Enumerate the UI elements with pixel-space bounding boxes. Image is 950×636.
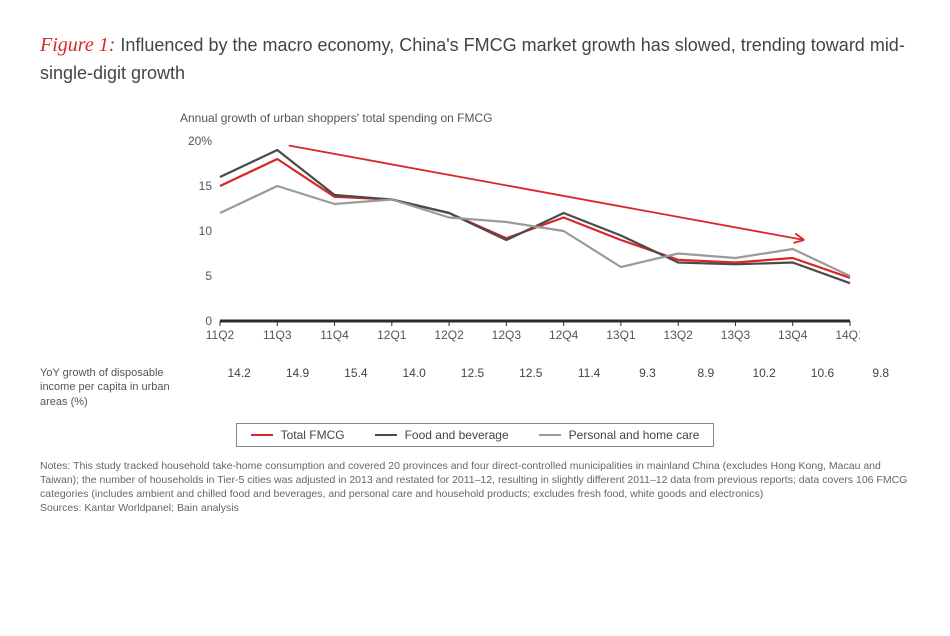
legend-item: Food and beverage (375, 428, 509, 442)
figure-title: Figure 1: Influenced by the macro econom… (40, 30, 910, 87)
x-tick-label: 13Q3 (721, 328, 751, 342)
yoy-value: 12.5 (443, 366, 501, 380)
legend-label: Total FMCG (281, 428, 345, 442)
x-tick-label: 11Q2 (206, 328, 235, 342)
x-tick-label: 12Q4 (549, 328, 579, 342)
series-line (220, 150, 850, 283)
legend: Total FMCG Food and beverage Personal and … (236, 423, 715, 447)
chart-area: Annual growth of urban shoppers' total s… (180, 111, 860, 356)
yoy-values: 14.214.915.414.012.512.511.49.38.910.210… (210, 366, 910, 380)
yoy-value: 12.5 (502, 366, 560, 380)
x-tick-label: 11Q3 (263, 328, 292, 342)
x-tick-label: 12Q2 (434, 328, 464, 342)
x-tick-label: 13Q2 (664, 328, 694, 342)
legend-label: Personal and home care (569, 428, 700, 442)
y-tick-label: 20% (188, 134, 212, 148)
y-tick-label: 10 (199, 224, 213, 238)
legend-label: Food and beverage (405, 428, 509, 442)
yoy-row: YoY growth of disposable income per capi… (40, 366, 910, 409)
yoy-label: YoY growth of disposable income per capi… (40, 366, 210, 409)
notes-line: Notes: This study tracked household take… (40, 459, 910, 502)
yoy-value: 15.4 (327, 366, 385, 380)
yoy-value: 10.2 (735, 366, 793, 380)
legend-swatch (375, 434, 397, 437)
x-tick-label: 13Q1 (606, 328, 636, 342)
yoy-value: 10.6 (793, 366, 851, 380)
sources-line: Sources: Kantar Worldpanel; Bain analysi… (40, 501, 910, 515)
legend-item: Personal and home care (539, 428, 700, 442)
yoy-value: 9.3 (618, 366, 676, 380)
yoy-value: 9.8 (852, 366, 910, 380)
yoy-value: 14.2 (210, 366, 268, 380)
series-line (220, 159, 850, 278)
figure-title-text: Influenced by the macro economy, China's… (40, 35, 905, 83)
line-chart: 0 5 10 15 20% 11Q2 11Q3 11Q4 12Q1 12Q2 12Q3 12Q4 13Q… (180, 131, 860, 351)
x-tick-label: 11Q4 (320, 328, 349, 342)
y-tick-label: 15 (199, 179, 213, 193)
y-tick-label: 5 (205, 269, 212, 283)
yoy-value: 8.9 (677, 366, 735, 380)
legend-item: Total FMCG (251, 428, 345, 442)
figure-label: Figure 1: (40, 34, 115, 56)
x-tick-label: 13Q4 (778, 328, 808, 342)
y-tick-label: 0 (205, 314, 212, 328)
yoy-value: 14.0 (385, 366, 443, 380)
notes: Notes: This study tracked household take… (40, 459, 910, 516)
yoy-value: 14.9 (268, 366, 326, 380)
x-tick-label: 12Q1 (377, 328, 407, 342)
chart-subtitle: Annual growth of urban shoppers' total s… (180, 111, 860, 125)
x-tick-label: 14Q1 (835, 328, 860, 342)
x-tick-label: 12Q3 (492, 328, 522, 342)
yoy-value: 11.4 (560, 366, 618, 380)
legend-swatch (251, 434, 273, 437)
legend-swatch (539, 434, 561, 437)
trend-arrow-line (289, 146, 804, 241)
